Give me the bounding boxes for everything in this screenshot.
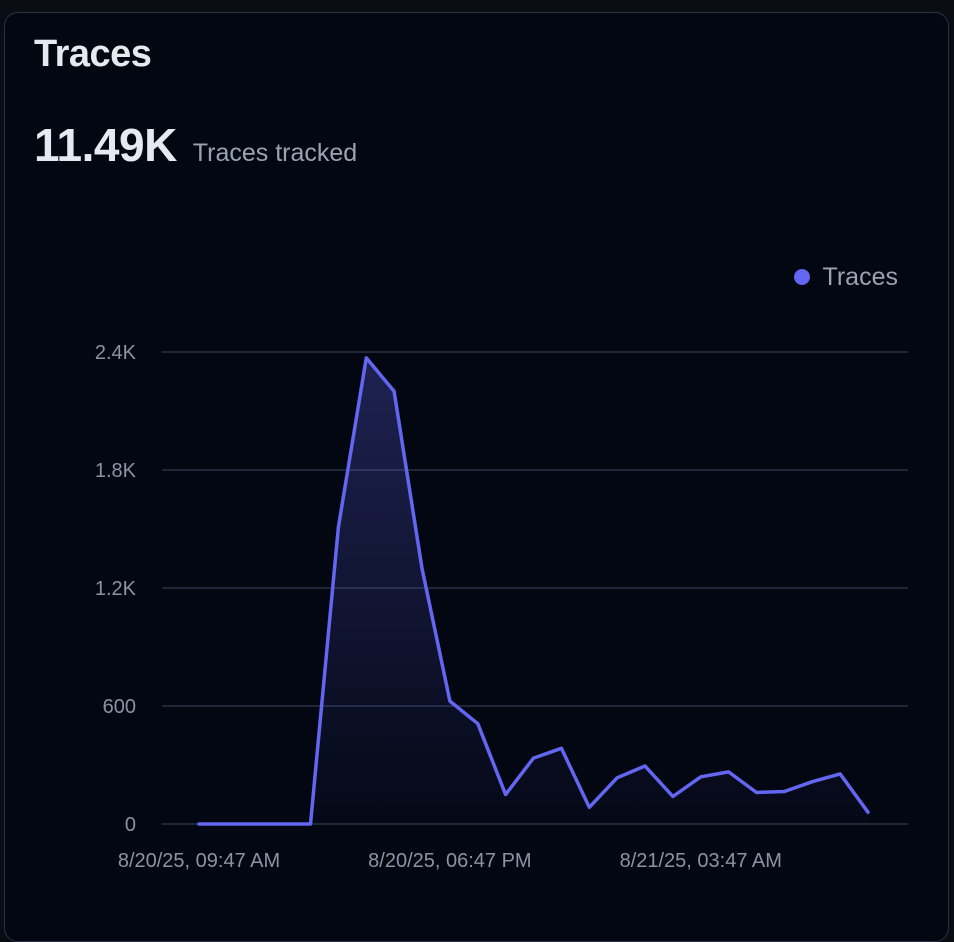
data-point-7[interactable] [388, 385, 400, 397]
data-point-2[interactable] [249, 818, 261, 830]
data-point-21[interactable] [778, 786, 790, 798]
series-area-0 [199, 357, 868, 824]
legend-label-traces: Traces [822, 263, 898, 291]
data-point-13[interactable] [555, 742, 567, 754]
series-area [199, 357, 868, 824]
data-point-1[interactable] [221, 818, 233, 830]
data-point-23[interactable] [834, 768, 846, 780]
data-point-20[interactable] [751, 787, 763, 799]
data-point-22[interactable] [806, 776, 818, 788]
y-tick-label-0: 0 [125, 814, 136, 836]
x-axis-labels: 8/20/25, 09:47 AM 8/20/25, 06:47 PM 8/21/2… [118, 850, 782, 872]
x-tick-label-0: 8/20/25, 09:47 AM [118, 850, 280, 872]
data-point-12[interactable] [528, 752, 540, 764]
series-line-0[interactable] [197, 356, 870, 826]
x-tick-label-2: 8/21/25, 03:47 AM [620, 850, 782, 872]
metric-label: Traces tracked [192, 139, 358, 167]
data-point-15[interactable] [611, 772, 623, 784]
data-point-0[interactable] [193, 818, 205, 830]
data-point-19[interactable] [723, 766, 735, 778]
y-tick-label-2: 1.2K [95, 578, 137, 600]
y-axis-labels: 0 600 1.2K 1.8K 2.4K [95, 342, 137, 836]
data-point-14[interactable] [583, 801, 595, 813]
legend-swatch-traces [793, 269, 810, 285]
card-title: Traces [34, 33, 152, 75]
metric-value: 11.49K [34, 119, 177, 171]
data-point-10[interactable] [472, 718, 484, 730]
data-point-8[interactable] [416, 562, 428, 574]
data-point-5[interactable] [332, 521, 344, 533]
series-line [193, 352, 874, 830]
data-point-18[interactable] [695, 771, 707, 783]
data-point-16[interactable] [639, 760, 651, 772]
data-point-9[interactable] [444, 695, 456, 707]
data-point-6[interactable] [360, 352, 372, 364]
data-point-17[interactable] [667, 790, 679, 802]
data-point-11[interactable] [500, 789, 512, 801]
y-tick-label-3: 1.8K [95, 460, 137, 482]
y-tick-label-1: 600 [103, 696, 136, 718]
data-point-3[interactable] [277, 818, 289, 830]
data-point-24[interactable] [862, 806, 874, 818]
chart-legend[interactable]: Traces [793, 262, 898, 292]
data-point-4[interactable] [305, 818, 317, 830]
x-tick-label-1: 8/20/25, 06:47 PM [368, 850, 531, 872]
y-tick-label-4: 2.4K [95, 342, 137, 364]
metric-summary: 11.49K Traces tracked [34, 118, 357, 172]
